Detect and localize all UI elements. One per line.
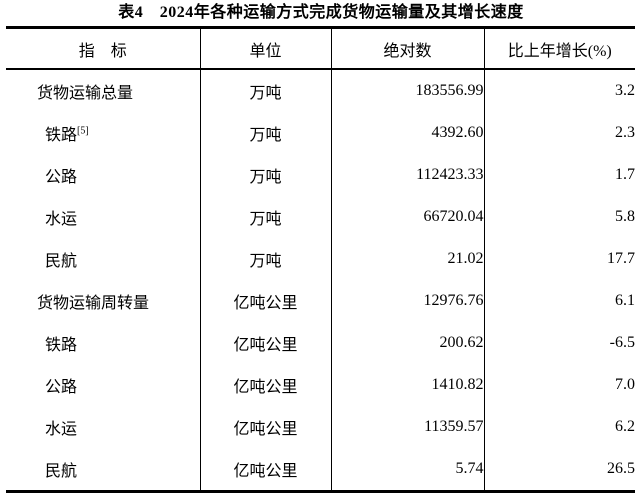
absolute-value-cell: 112423.33: [330, 154, 484, 196]
indicator-cell: 铁路[5]: [6, 112, 200, 154]
absolute-value-cell: 21.02: [330, 238, 484, 280]
unit-cell: 亿吨公里: [199, 448, 331, 492]
table-row: 公路 亿吨公里 1410.82 7.0: [6, 364, 635, 406]
growth-value-cell: 6.1: [483, 280, 635, 322]
page-title: 表4 2024年各种运输方式完成货物运输量及其增长速度: [118, 4, 524, 21]
unit-cell: 万吨: [199, 69, 331, 112]
indicator-cell: 水运: [45, 211, 78, 228]
growth-value-cell: 3.2: [483, 69, 635, 112]
table-row: 公路 万吨 112423.33 1.7: [6, 154, 635, 196]
growth-value-cell: 5.8: [483, 196, 635, 238]
indicator-cell: 民航: [45, 463, 78, 480]
table-row: 铁路 亿吨公里 200.62 -6.5: [6, 322, 635, 364]
indicator-cell: 水运: [45, 421, 78, 438]
unit-cell: 万吨: [199, 196, 331, 238]
table-row: 货物运输周转量 亿吨公里 12976.76 6.1: [6, 280, 635, 322]
indicator-cell: 货物运输周转量: [37, 295, 150, 312]
indicator-cell: 公路: [45, 379, 78, 396]
indicator-cell: 民航: [45, 253, 78, 270]
absolute-value-cell: 66720.04: [330, 196, 484, 238]
footnote-marker: [5]: [77, 125, 89, 137]
unit-cell: 亿吨公里: [199, 280, 331, 322]
growth-value-cell: 1.7: [483, 154, 635, 196]
unit-cell: 万吨: [199, 154, 331, 196]
growth-value-cell: 6.2: [483, 406, 635, 448]
column-header-growth: 比上年增长(%): [483, 27, 635, 70]
growth-value-cell: -6.5: [483, 322, 635, 364]
table-row: 水运 亿吨公里 11359.57 6.2: [6, 406, 635, 448]
indicator-cell: 铁路: [45, 337, 78, 354]
column-header-absolute: 绝对数: [330, 27, 484, 70]
absolute-value-cell: 11359.57: [330, 406, 484, 448]
absolute-value-cell: 12976.76: [330, 280, 484, 322]
growth-value-cell: 7.0: [483, 364, 635, 406]
growth-value-cell: 26.5: [483, 448, 635, 492]
table-row: 水运 万吨 66720.04 5.8: [6, 196, 635, 238]
table-row: 民航 亿吨公里 5.74 26.5: [6, 448, 635, 492]
table-row: 铁路[5] 万吨 4392.60 2.3: [6, 112, 635, 154]
unit-cell: 亿吨公里: [199, 364, 331, 406]
absolute-value-cell: 200.62: [330, 322, 484, 364]
column-header-indicator: 指 标: [6, 27, 200, 70]
table-header-row: 指 标 单位 绝对数 比上年增长(%): [6, 27, 635, 70]
absolute-value-cell: 1410.82: [330, 364, 484, 406]
unit-cell: 亿吨公里: [199, 322, 331, 364]
indicator-label: 铁路: [45, 127, 78, 144]
unit-cell: 亿吨公里: [199, 406, 331, 448]
absolute-value-cell: 4392.60: [330, 112, 484, 154]
table-row: 民航 万吨 21.02 17.7: [6, 238, 635, 280]
indicator-cell: 公路: [45, 169, 78, 186]
absolute-value-cell: 183556.99: [330, 69, 484, 112]
column-header-unit: 单位: [199, 27, 331, 70]
unit-cell: 万吨: [199, 238, 331, 280]
freight-transport-table: 指 标 单位 绝对数 比上年增长(%) 货物运输总量 万吨 183556.99 …: [6, 26, 635, 493]
growth-value-cell: 2.3: [483, 112, 635, 154]
growth-value-cell: 17.7: [483, 238, 635, 280]
table-row: 货物运输总量 万吨 183556.99 3.2: [6, 69, 635, 112]
unit-cell: 万吨: [199, 112, 331, 154]
absolute-value-cell: 5.74: [330, 448, 484, 492]
indicator-cell: 货物运输总量: [37, 85, 134, 102]
